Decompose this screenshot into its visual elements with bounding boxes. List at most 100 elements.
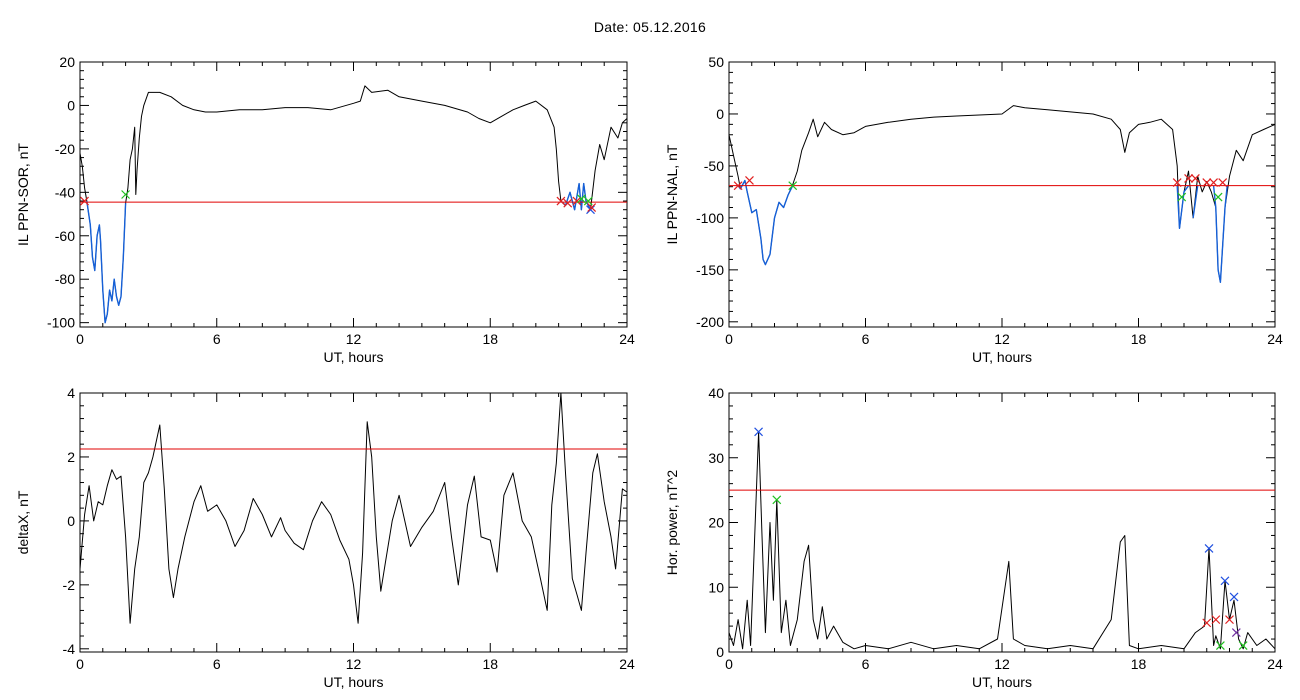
x-marker [1213, 192, 1223, 202]
plot-data [729, 427, 1275, 650]
x-tick-label: 18 [1131, 331, 1147, 347]
x-marker [788, 181, 798, 191]
x-marker [754, 427, 763, 437]
y-tick-label: 10 [708, 579, 724, 595]
series-line [729, 105, 1275, 283]
x-marker [1184, 173, 1193, 183]
x-tick-label: 12 [994, 331, 1010, 347]
y-tick-label: -200 [696, 314, 724, 330]
plot-frame [79, 61, 628, 328]
x-tick-label: 12 [994, 656, 1010, 672]
x-marker [1211, 615, 1221, 625]
x-tick-label: 0 [76, 656, 84, 672]
x-marker [733, 181, 743, 191]
x-marker [1225, 615, 1234, 625]
series-line [80, 393, 627, 624]
figure-title: Date: 05.12.2016 [593, 19, 707, 35]
x-tick-label: 24 [1267, 656, 1283, 672]
plot-data [80, 393, 627, 624]
panel-nal: 0 6 12 18 24 50 0 -50 -100 -150 -200 UT, hours IL PP… [664, 54, 1283, 365]
x-tick-label: 18 [482, 656, 498, 672]
x-marker [1220, 576, 1230, 586]
x-axis-label: UT, hours [324, 674, 384, 690]
x-marker [572, 196, 582, 206]
x-marker [586, 205, 595, 215]
highlight-segment [1192, 185, 1199, 218]
x-marker [563, 198, 573, 208]
x-marker [583, 196, 593, 206]
x-marker [1172, 178, 1182, 187]
y-tick-label: 2 [67, 449, 75, 465]
plot-data [80, 85, 627, 324]
x-marker [745, 176, 754, 185]
y-tick-label: -20 [55, 141, 75, 157]
x-axis-label: UT, hours [972, 674, 1032, 690]
x-marker [587, 203, 597, 212]
y-tick-label: 20 [708, 515, 724, 531]
x-marker [1215, 641, 1225, 650]
x-marker [1202, 178, 1212, 187]
panel-power: 0 6 12 18 24 40 30 20 10 0 UT, hours Hor. power, nT… [664, 385, 1283, 690]
plot-frame [79, 392, 628, 653]
x-marker [1190, 173, 1200, 183]
x-tick-label: 0 [76, 331, 84, 347]
x-tick-label: 18 [482, 331, 498, 347]
y-tick-label: -2 [63, 577, 76, 593]
highlight-segment [86, 200, 127, 324]
x-tick-label: 24 [1267, 331, 1283, 347]
y-tick-label: -150 [696, 262, 724, 278]
y-tick-label: 50 [708, 54, 724, 70]
x-tick-label: 6 [213, 331, 221, 347]
x-tick-label: 6 [213, 656, 221, 672]
panel-sor: 0 6 12 18 24 20 0 -20 -40 -60 -80 -100 UT, hours IL P… [15, 54, 635, 365]
y-tick-label: -80 [55, 271, 75, 287]
highlight-segment [1176, 185, 1190, 229]
x-marker [1177, 192, 1187, 202]
y-tick-label: -4 [63, 641, 76, 657]
x-marker [121, 190, 131, 199]
x-tick-label: 12 [346, 331, 362, 347]
x-marker [1231, 628, 1241, 637]
y-axis-label: IL PPN-NAL, nT [664, 144, 680, 244]
x-marker [1202, 618, 1212, 628]
x-tick-label: 0 [725, 656, 733, 672]
x-tick-label: 24 [619, 656, 635, 672]
x-tick-label: 12 [346, 656, 362, 672]
x-tick-label: 6 [862, 656, 870, 672]
x-tick-label: 0 [725, 331, 733, 347]
x-marker [1238, 641, 1248, 650]
y-tick-label: 0 [67, 97, 75, 113]
x-marker [1204, 543, 1214, 553]
y-tick-label: -60 [55, 228, 75, 244]
y-tick-label: 0 [67, 513, 75, 529]
x-tick-label: 24 [619, 331, 635, 347]
series-line [729, 431, 1275, 650]
y-tick-label: 4 [67, 385, 75, 401]
y-tick-label: 0 [716, 106, 724, 122]
x-marker [772, 495, 782, 505]
x-marker [80, 196, 89, 206]
x-marker [1218, 178, 1228, 187]
y-tick-label: -40 [55, 184, 75, 200]
y-tick-label: 40 [708, 385, 724, 401]
plot-data [729, 105, 1275, 283]
y-tick-label: -100 [696, 210, 724, 226]
series-line [80, 85, 627, 324]
y-tick-label: 30 [708, 450, 724, 466]
y-axis-label: deltaX, nT [15, 490, 31, 554]
x-tick-label: 18 [1131, 656, 1147, 672]
y-axis-label: IL PPN-SOR, nT [15, 143, 31, 246]
plot-frame [728, 392, 1276, 653]
x-marker [1229, 592, 1239, 602]
plot-frame [728, 61, 1276, 328]
x-marker [556, 196, 566, 206]
highlight-segment [737, 179, 794, 266]
x-axis-label: UT, hours [324, 349, 384, 365]
y-tick-label: 20 [59, 54, 75, 70]
x-axis-label: UT, hours [972, 349, 1032, 365]
x-tick-label: 6 [862, 331, 870, 347]
y-tick-label: -100 [47, 315, 75, 331]
x-marker [576, 194, 586, 204]
y-tick-label: -50 [704, 158, 724, 174]
